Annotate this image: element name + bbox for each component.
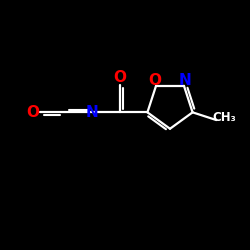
Text: N: N (86, 105, 99, 120)
Text: O: O (114, 70, 126, 85)
Text: O: O (148, 73, 161, 88)
Text: N: N (179, 73, 192, 88)
Text: CH₃: CH₃ (212, 111, 236, 124)
Text: O: O (26, 105, 40, 120)
